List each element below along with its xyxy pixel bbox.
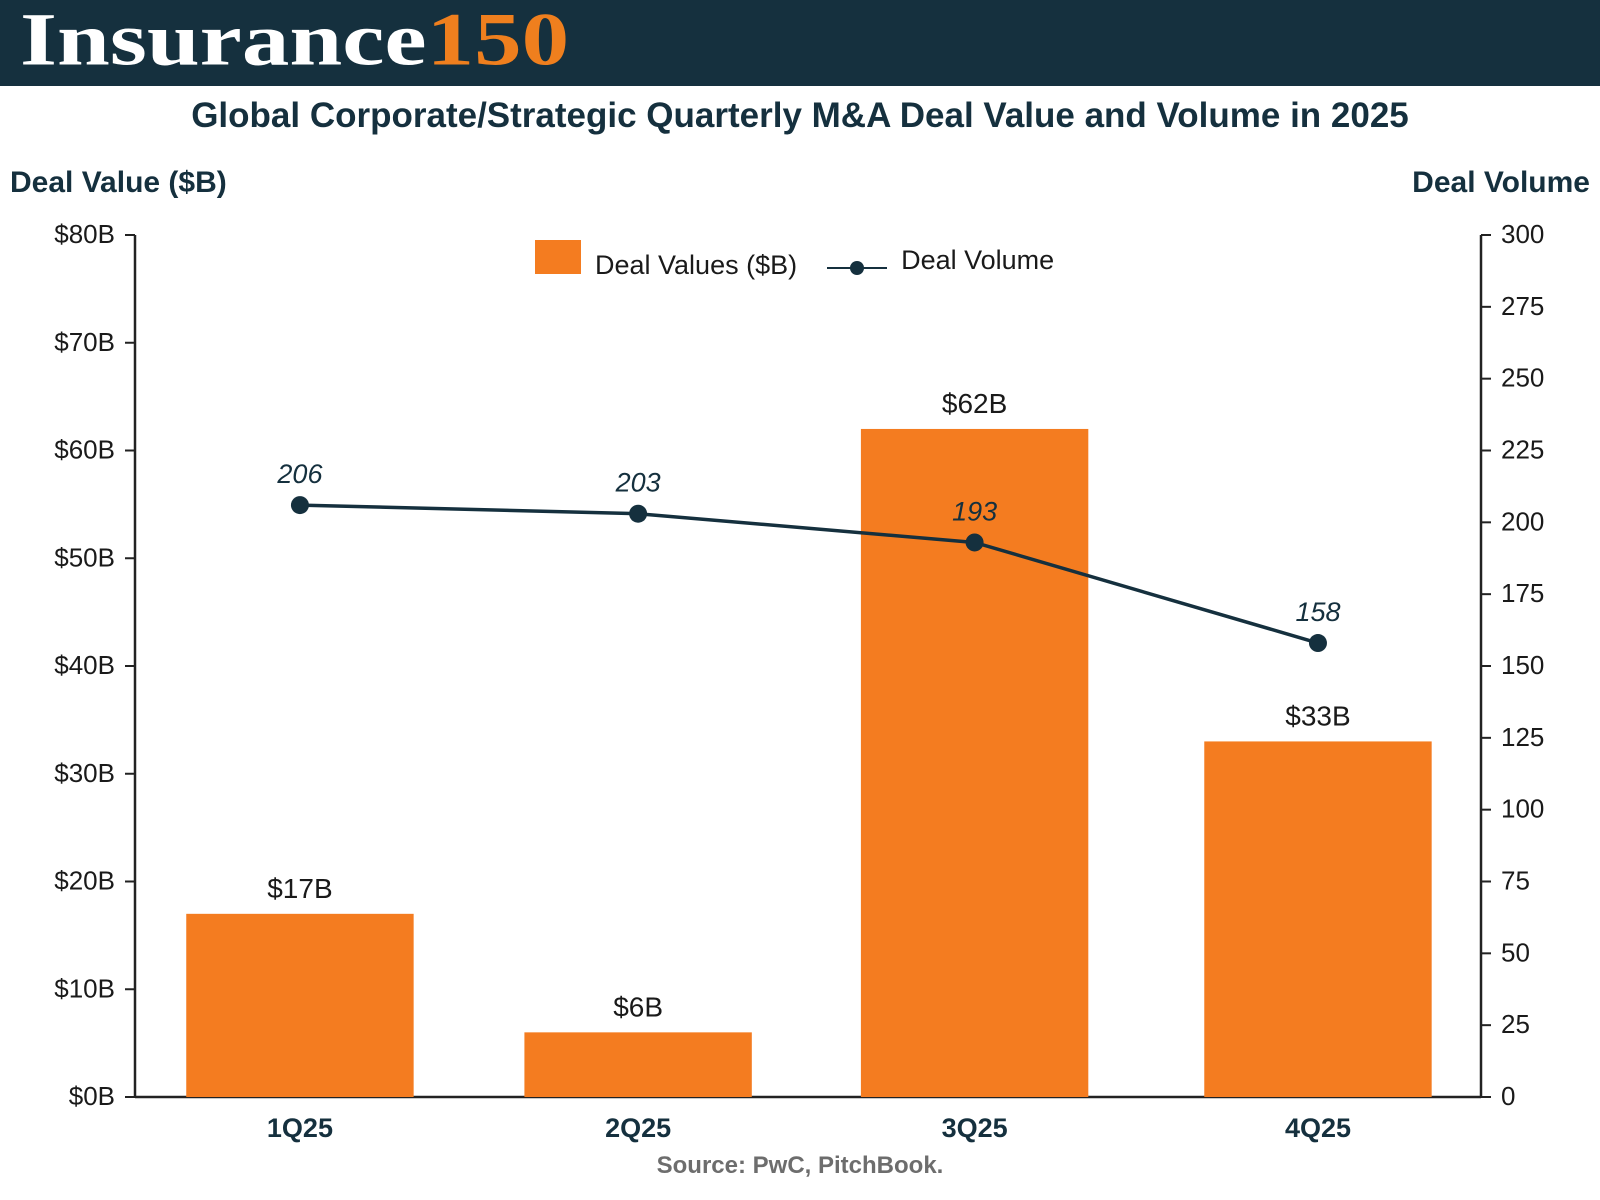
svg-text:1Q25: 1Q25: [267, 1113, 333, 1143]
svg-text:100: 100: [1501, 794, 1544, 824]
svg-text:158: 158: [1295, 597, 1340, 627]
svg-text:$62B: $62B: [942, 388, 1007, 419]
svg-text:$33B: $33B: [1285, 700, 1350, 731]
svg-text:193: 193: [952, 496, 997, 526]
svg-text:275: 275: [1501, 291, 1544, 321]
svg-text:250: 250: [1501, 363, 1544, 393]
svg-text:4Q25: 4Q25: [1285, 1113, 1351, 1143]
svg-text:$10B: $10B: [54, 973, 115, 1003]
svg-text:2Q25: 2Q25: [605, 1113, 671, 1143]
svg-text:75: 75: [1501, 866, 1530, 896]
svg-text:$17B: $17B: [267, 873, 332, 904]
svg-text:$0B: $0B: [69, 1081, 115, 1111]
svg-text:150: 150: [1501, 650, 1544, 680]
svg-text:$20B: $20B: [54, 866, 115, 896]
svg-text:0: 0: [1501, 1081, 1515, 1111]
svg-text:206: 206: [276, 459, 323, 489]
svg-text:25: 25: [1501, 1009, 1530, 1039]
svg-text:$80B: $80B: [54, 219, 115, 249]
svg-text:$50B: $50B: [54, 542, 115, 572]
svg-text:300: 300: [1501, 219, 1544, 249]
svg-text:50: 50: [1501, 937, 1530, 967]
svg-text:$40B: $40B: [54, 650, 115, 680]
svg-text:200: 200: [1501, 506, 1544, 536]
svg-text:$30B: $30B: [54, 758, 115, 788]
svg-text:3Q25: 3Q25: [942, 1113, 1008, 1143]
svg-text:203: 203: [615, 468, 661, 498]
svg-text:225: 225: [1501, 435, 1544, 465]
svg-text:$6B: $6B: [613, 991, 663, 1022]
svg-text:$70B: $70B: [54, 327, 115, 357]
svg-text:125: 125: [1501, 722, 1544, 752]
svg-text:$60B: $60B: [54, 435, 115, 465]
svg-text:175: 175: [1501, 578, 1544, 608]
